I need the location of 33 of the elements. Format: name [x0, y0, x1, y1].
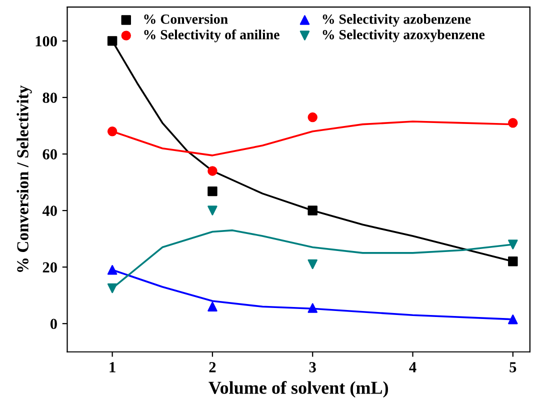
legend-label: % Selectivity azoxybenzene	[322, 30, 485, 42]
point	[208, 206, 218, 216]
x-axis-title: Volume of solvent (mL)	[208, 381, 388, 398]
point	[107, 126, 118, 136]
x-tick-label: 4	[409, 362, 416, 372]
y-tick-label: 100	[36, 36, 57, 46]
y-tick-label: 80	[42, 92, 57, 103]
point	[508, 240, 518, 250]
point	[208, 186, 218, 196]
x-tick-label: 2	[209, 362, 216, 372]
legend-label: % Conversion	[144, 14, 228, 24]
point	[208, 166, 218, 176]
x-tick-label: 3	[309, 362, 316, 372]
point	[107, 265, 118, 275]
point	[308, 112, 318, 122]
legend-label: % Selectivity azobenzene	[322, 14, 471, 27]
point	[107, 283, 118, 294]
point	[308, 303, 318, 313]
x-tick-label: 5	[510, 362, 516, 372]
y-tick-label: 60	[42, 149, 57, 160]
y-tick-label: 40	[42, 206, 57, 216]
point	[508, 256, 518, 266]
point	[208, 302, 218, 312]
y-tick-label: 0	[50, 318, 57, 330]
y-tick-label: 20	[42, 262, 57, 273]
point	[508, 314, 518, 324]
x-tick-label: 1	[110, 362, 116, 372]
point	[107, 36, 118, 46]
legend-label: % Selectivity of aniline	[144, 29, 280, 42]
y-axis-title: % Conversion / Selectivity	[16, 85, 32, 272]
point	[308, 259, 318, 270]
point	[308, 206, 318, 216]
point	[508, 118, 518, 128]
